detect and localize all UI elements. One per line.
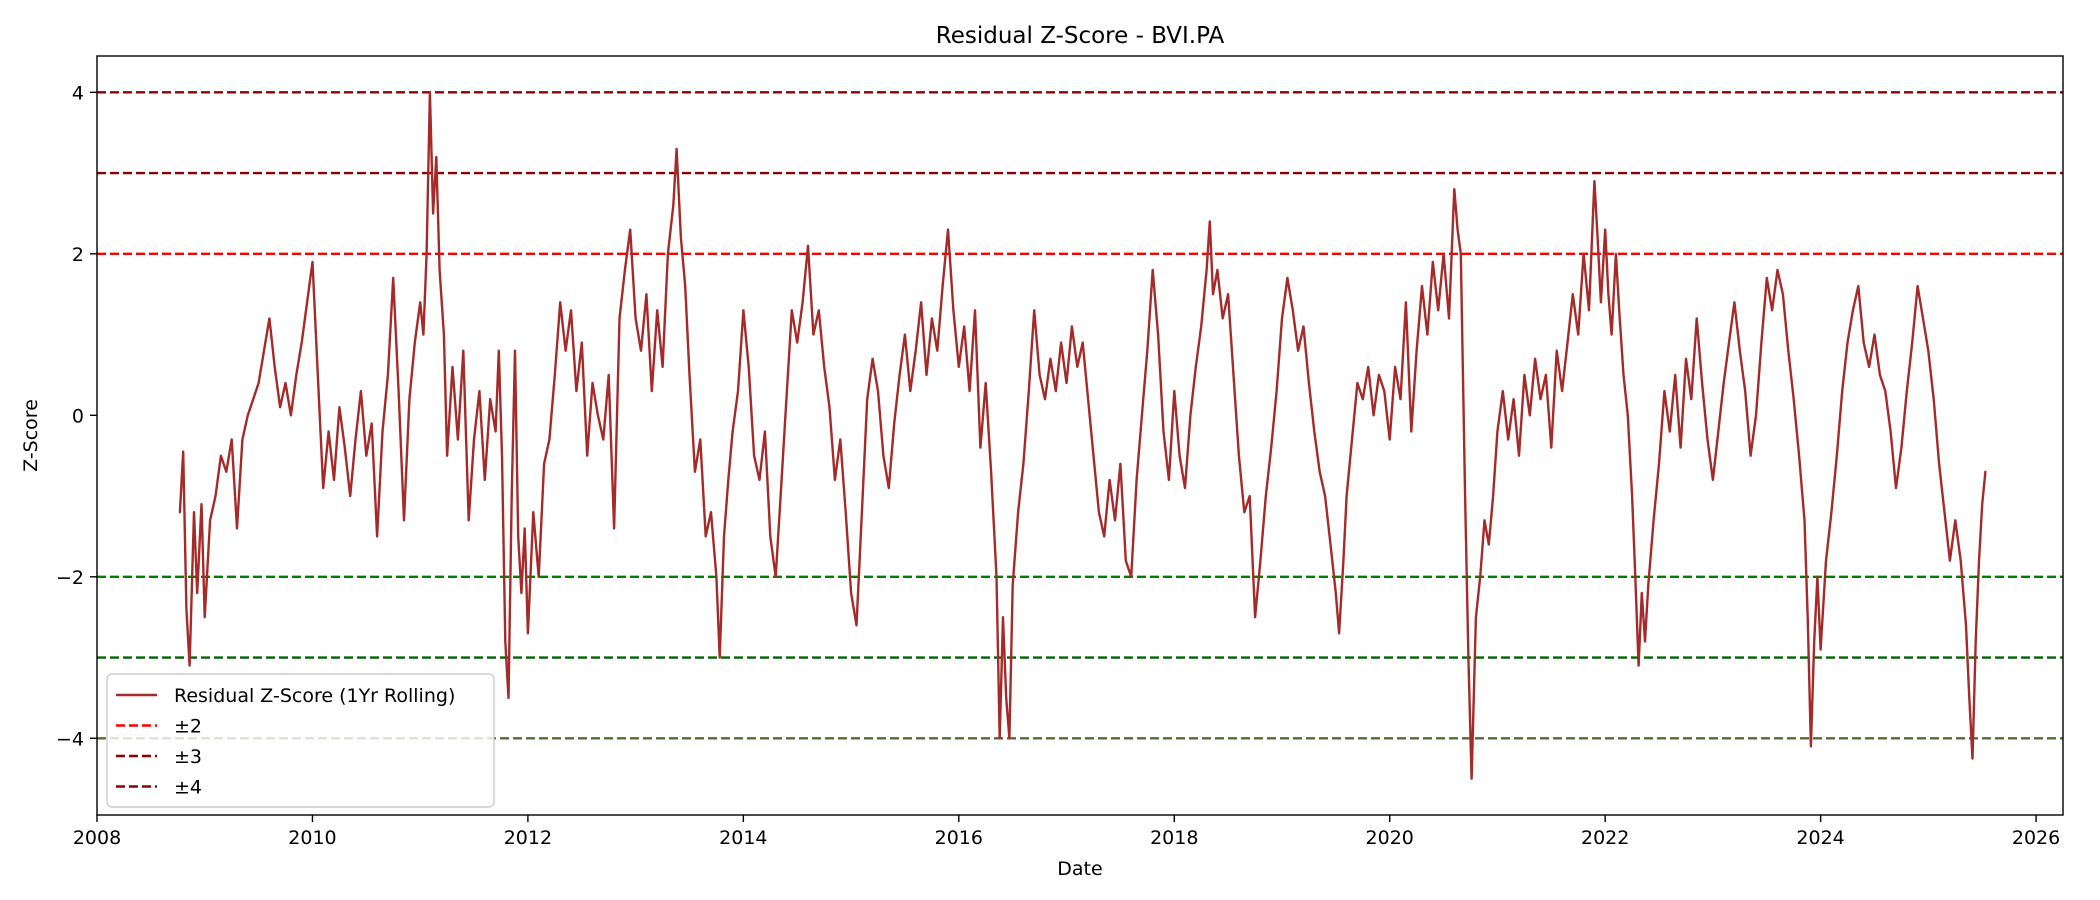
y-axis-label: Z-Score [20,399,42,472]
x-tick-label: 2016 [935,827,983,849]
x-axis: 2008 2010 2012 2014 2016 2018 2020 2022 2024 2026 [73,815,2060,849]
x-tick-label: 2026 [2012,827,2060,849]
y-tick-label: 0 [72,405,84,427]
reference-lines [97,91,2063,740]
legend-label: Residual Z-Score (1Yr Rolling) [174,685,455,707]
y-tick-label: −4 [56,728,84,750]
legend: Residual Z-Score (1Yr Rolling) ±2 ±3 ±4 [106,673,495,808]
x-tick-label: 2014 [719,827,767,849]
plot-area [178,91,1987,780]
y-axis: −4 −2 0 2 4 [56,82,97,750]
legend-label: ±4 [174,777,202,799]
x-tick-label: 2010 [288,827,336,849]
axes-frame [96,55,2064,816]
x-tick-label: 2024 [1796,827,1844,849]
x-axis-label: Date [1057,858,1102,880]
y-tick-label: 4 [72,82,84,104]
y-tick-label: 2 [72,244,84,266]
x-tick-label: 2008 [73,827,121,849]
x-tick-label: 2020 [1366,827,1414,849]
legend-box [106,673,495,808]
series-line-zscore [178,91,1987,780]
x-tick-label: 2022 [1581,827,1629,849]
legend-label: ±2 [174,716,202,738]
x-tick-label: 2012 [504,827,552,849]
y-tick-label: −2 [56,567,84,589]
x-tick-label: 2018 [1150,827,1198,849]
chart-title: Residual Z-Score - BVI.PA [936,23,1225,49]
legend-label: ±3 [174,746,202,768]
